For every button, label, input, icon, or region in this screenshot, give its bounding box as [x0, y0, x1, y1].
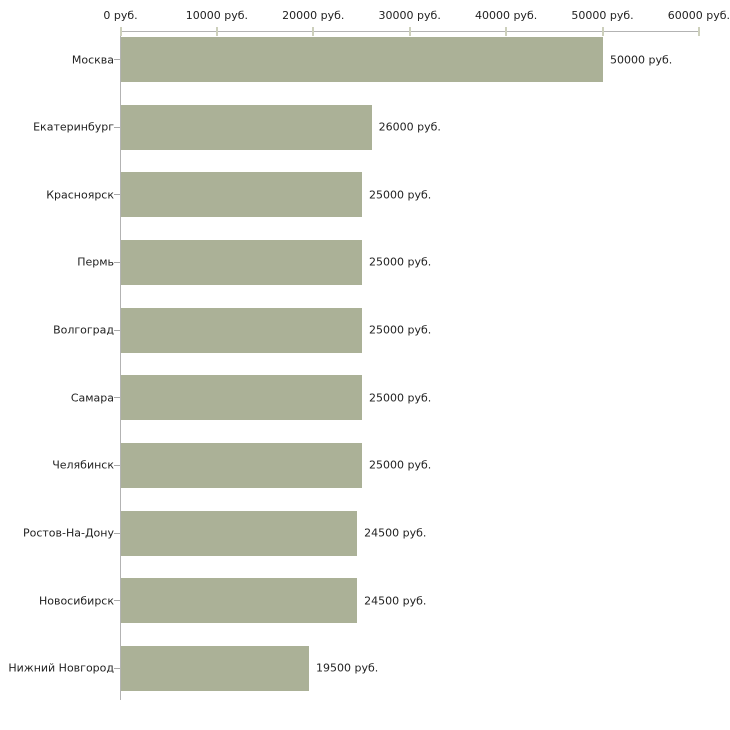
chart-row: Волгоград 25000 руб.	[0, 307, 730, 353]
x-axis-tick	[119, 27, 122, 36]
bar	[121, 37, 603, 82]
x-axis-tick-label: 50000 руб.	[571, 9, 634, 22]
chart-row: Ростов-На-Дону 24500 руб.	[0, 510, 730, 556]
x-axis-tick	[505, 27, 508, 36]
y-axis-tick	[114, 126, 120, 128]
x-axis-tick-label: 30000 руб.	[378, 9, 441, 22]
category-label: Нижний Новгород	[8, 661, 114, 675]
bar-value-label: 25000 руб.	[369, 458, 432, 472]
bar-value-label: 25000 руб.	[369, 323, 432, 337]
chart-row: Москва 50000 руб.	[0, 37, 730, 82]
bar	[121, 510, 358, 556]
category-label: Волгоград	[53, 323, 114, 337]
x-axis-tick	[215, 27, 218, 36]
category-label: Ростов-На-Дону	[22, 526, 114, 540]
y-axis-tick	[114, 532, 120, 534]
x-axis-tick-label: 0 руб.	[103, 9, 138, 22]
bar-value-label: 24500 руб.	[364, 526, 427, 540]
chart-row: Самара 25000 руб.	[0, 375, 730, 421]
bar	[121, 645, 309, 691]
category-label: Москва	[71, 53, 114, 66]
chart-row: Нижний Новгород 19500 руб.	[0, 645, 730, 691]
bar	[121, 307, 362, 353]
category-label: Самара	[70, 391, 114, 405]
bar	[121, 239, 362, 285]
x-axis-tick	[697, 27, 700, 36]
chart-row: Новосибирск 24500 руб.	[0, 578, 730, 624]
x-axis-tick	[312, 27, 315, 36]
x-axis-tick	[408, 27, 411, 36]
x-axis-tick-label: 40000 руб.	[474, 9, 538, 22]
bar	[121, 104, 372, 150]
bar-value-label: 26000 руб.	[378, 120, 441, 134]
x-axis-tick-label: 10000 руб.	[185, 9, 249, 22]
bar-value-label: 25000 руб.	[369, 188, 432, 202]
bar	[121, 375, 362, 421]
y-axis-tick	[114, 194, 120, 196]
bar-value-label: 19500 руб.	[315, 661, 379, 675]
category-label: Новосибирск	[38, 594, 114, 608]
bar	[121, 442, 362, 488]
chart-row: Красноярск 25000 руб.	[0, 172, 730, 218]
chart-row: Челябинск 25000 руб.	[0, 442, 730, 488]
y-axis-tick	[114, 667, 120, 669]
x-axis-tick-label: 20000 руб.	[282, 9, 345, 22]
y-axis-tick	[114, 329, 120, 331]
y-axis-tick	[114, 464, 120, 466]
y-axis-tick	[114, 600, 120, 602]
y-axis-line	[120, 31, 121, 700]
x-axis-tick	[601, 27, 604, 36]
category-label: Екатеринбург	[33, 120, 114, 134]
bar-value-label: 50000 руб.	[610, 53, 673, 66]
chart-row: Пермь 25000 руб.	[0, 239, 730, 285]
x-axis-tick-label: 60000 руб.	[667, 9, 730, 22]
y-axis-tick	[114, 261, 120, 263]
category-label: Челябинск	[52, 458, 114, 472]
bar	[121, 578, 358, 624]
y-axis-tick	[114, 397, 120, 399]
chart-row: Екатеринбург 26000 руб.	[0, 104, 730, 150]
bar	[121, 172, 362, 218]
y-axis-tick	[114, 59, 120, 60]
category-label: Красноярск	[46, 188, 114, 202]
bar-value-label: 25000 руб.	[369, 255, 432, 269]
bar-value-label: 25000 руб.	[369, 391, 432, 405]
category-label: Пермь	[77, 255, 114, 269]
bar-value-label: 24500 руб.	[364, 594, 427, 608]
